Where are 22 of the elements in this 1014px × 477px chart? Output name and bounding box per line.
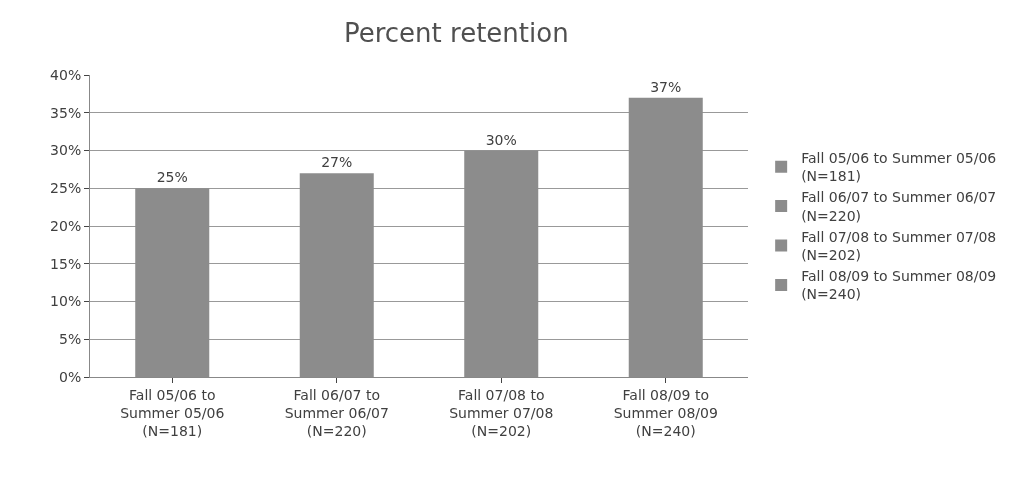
x-tick-label: Fall 06/07 to Summer 06/07 (N=220) [284, 386, 389, 440]
y-tick-label: 30% [50, 142, 82, 159]
data-label: 37% [650, 78, 682, 95]
y-tick-label: 40% [50, 66, 82, 83]
x-tick-label: Fall 08/09 to Summer 08/09 (N=240) [613, 386, 718, 440]
legend-label: Fall 05/06 to Summer 05/06 (N=181) [801, 150, 997, 185]
data-label: 30% [485, 131, 517, 148]
x-tick-label: Fall 05/06 to Summer 05/06 (N=181) [120, 386, 225, 440]
x-tick-label: Fall 07/08 to Summer 07/08 (N=202) [449, 386, 554, 440]
legend-label: Fall 07/08 to Summer 07/08 (N=202) [801, 228, 997, 264]
y-tick-label: 10% [50, 293, 82, 310]
y-tick-label: 20% [50, 217, 82, 234]
y-tick-label: 0% [58, 368, 82, 385]
y-tick-label: 5% [58, 331, 82, 348]
data-label: 25% [156, 169, 188, 186]
legend-label: Fall 06/07 to Summer 06/07 (N=220) [801, 189, 997, 224]
data-label: 27% [321, 154, 353, 171]
chart-title: Percent retention [343, 18, 569, 49]
y-tick-label: 15% [50, 255, 82, 272]
y-tick-label: 35% [50, 104, 82, 121]
y-tick-label: 25% [50, 180, 82, 197]
legend-label: Fall 08/09 to Summer 08/09 (N=240) [801, 268, 997, 303]
